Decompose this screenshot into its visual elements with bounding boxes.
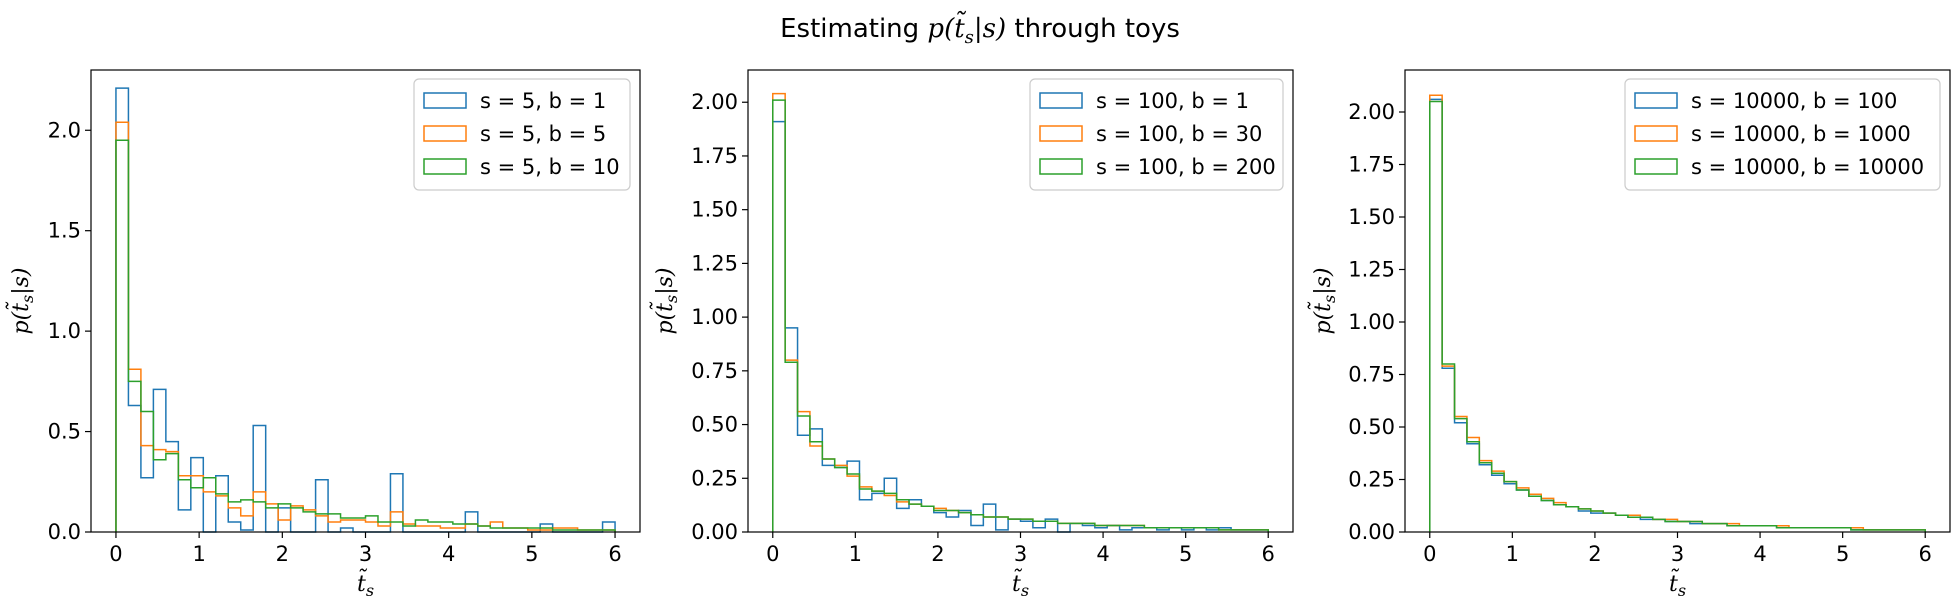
histogram-panel-2: 0 1 2 3 4 5 6 0.00 0.25 0.50 0.75 1.00 1.25 1.50 1.75 2… <box>648 69 1294 600</box>
legend-label: s = 5, b = 5 <box>480 122 606 146</box>
legend-swatch <box>1039 92 1083 109</box>
x-tick-label: 3 <box>359 542 372 566</box>
legend-label: s = 5, b = 1 <box>480 89 606 113</box>
legend-box <box>1029 78 1284 191</box>
legend-swatch <box>1634 158 1678 175</box>
series-histogram-3 <box>115 139 616 532</box>
y-tick-label: 1.50 <box>691 198 738 222</box>
x-tick-label: 0 <box>109 542 122 566</box>
series-histogram-3 <box>772 99 1269 532</box>
x-tick-label: 3 <box>1014 542 1027 566</box>
y-tick-label: 2.0 <box>48 118 81 142</box>
y-tick-label: 2.00 <box>1348 100 1395 124</box>
legend-box <box>1624 78 1941 191</box>
y-axis-label: p(t̃s|s) <box>1306 267 1339 334</box>
x-axis-label: t̃s <box>357 567 374 600</box>
legend-swatch <box>423 92 467 109</box>
legend-box <box>413 78 631 191</box>
y-tick-label: 0.00 <box>691 520 738 544</box>
x-tick-label: 4 <box>1096 542 1109 566</box>
y-tick-label: 0.0 <box>48 520 81 544</box>
legend: s = 10000, b = 100 s = 10000, b = 1000 s =… <box>1624 78 1941 191</box>
y-tick-label: 0.75 <box>1348 363 1395 387</box>
x-tick-label: 5 <box>1179 542 1192 566</box>
x-tick-label: 1 <box>849 542 862 566</box>
legend-swatch <box>423 125 467 142</box>
y-tick-label: 1.25 <box>691 251 738 275</box>
y-tick-label: 1.75 <box>1348 153 1395 177</box>
x-tick-label: 2 <box>1588 542 1601 566</box>
y-tick-label: 1.25 <box>1348 258 1395 282</box>
legend-swatch <box>1634 92 1678 109</box>
y-tick-label: 1.75 <box>691 144 738 168</box>
x-tick-label: 3 <box>1671 542 1684 566</box>
x-tick-label: 1 <box>192 542 205 566</box>
x-tick-label: 5 <box>525 542 538 566</box>
y-tick-label: 0.50 <box>1348 415 1395 439</box>
legend-label: s = 100, b = 1 <box>1096 89 1249 113</box>
legend: s = 5, b = 1 s = 5, b = 5 s = 5, b = 10 <box>413 78 631 191</box>
legend-label: s = 100, b = 30 <box>1096 122 1262 146</box>
x-tick-label: 6 <box>608 542 621 566</box>
x-tick-label: 4 <box>1753 542 1766 566</box>
x-axis-label: t̃s <box>1012 567 1029 600</box>
x-tick-label: 0 <box>1423 542 1436 566</box>
y-tick-label: 0.5 <box>48 420 81 444</box>
series-histogram-3 <box>1429 100 1926 532</box>
x-tick-label: 6 <box>1262 542 1275 566</box>
y-tick-label: 1.50 <box>1348 205 1395 229</box>
figure-title: Estimating p(t̃s|s) through toys <box>780 10 1180 48</box>
y-tick-label: 2.00 <box>691 90 738 114</box>
legend-swatch <box>423 158 467 175</box>
y-tick-label: 1.00 <box>1348 310 1395 334</box>
y-tick-label: 1.00 <box>691 305 738 329</box>
legend-label: s = 10000, b = 10000 <box>1691 155 1924 179</box>
x-axis-label: t̃s <box>1669 567 1686 600</box>
y-tick-label: 0.25 <box>1348 468 1395 492</box>
x-tick-label: 4 <box>442 542 455 566</box>
y-tick-label: 1.0 <box>48 319 81 343</box>
legend-label: s = 10000, b = 1000 <box>1691 122 1911 146</box>
y-axis-label: p(t̃s|s) <box>648 267 681 334</box>
y-axis-label: p(t̃s|s) <box>4 267 37 334</box>
y-tick-label: 1.5 <box>48 219 81 243</box>
legend-swatch <box>1039 158 1083 175</box>
x-tick-label: 5 <box>1836 542 1849 566</box>
histogram-panel-1: 0 1 2 3 4 5 6 0.0 0.5 1.0 1.5 2.0 t̃s p(t̃s|s) s = 5, … <box>4 69 641 600</box>
y-tick-label: 0.00 <box>1348 520 1395 544</box>
x-tick-label: 1 <box>1506 542 1519 566</box>
y-tick-label: 0.25 <box>691 466 738 490</box>
x-tick-label: 2 <box>931 542 944 566</box>
x-tick-label: 6 <box>1919 542 1932 566</box>
legend-label: s = 10000, b = 100 <box>1691 89 1897 113</box>
legend-swatch <box>1634 125 1678 142</box>
histogram-panel-3: 0 1 2 3 4 5 6 0.00 0.25 0.50 0.75 1.00 1.25 1.50 1.75 2… <box>1306 69 1951 600</box>
legend-swatch <box>1039 125 1083 142</box>
legend-label: s = 5, b = 10 <box>480 155 620 179</box>
x-tick-label: 0 <box>766 542 779 566</box>
y-tick-label: 0.50 <box>691 413 738 437</box>
x-tick-label: 2 <box>276 542 289 566</box>
y-tick-label: 0.75 <box>691 359 738 383</box>
legend: s = 100, b = 1 s = 100, b = 30 s = 100, b … <box>1029 78 1284 191</box>
legend-label: s = 100, b = 200 <box>1096 155 1276 179</box>
